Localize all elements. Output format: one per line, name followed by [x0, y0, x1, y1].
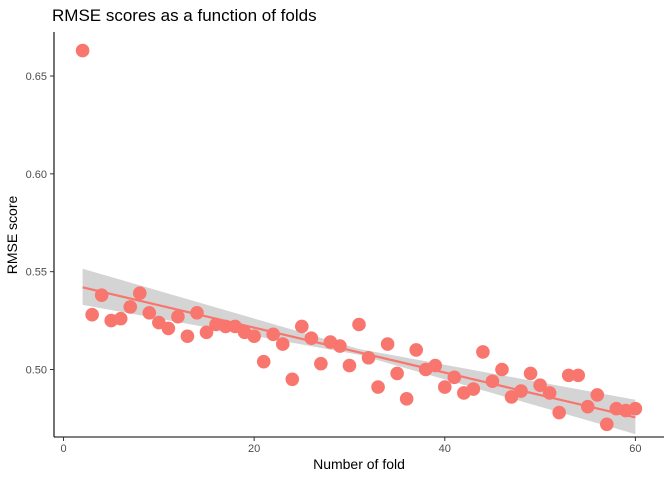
data-point: [628, 401, 643, 416]
data-point: [304, 331, 319, 345]
data-point: [561, 368, 576, 383]
data-point: [142, 305, 157, 320]
data-point: [523, 366, 538, 381]
data-point: [218, 319, 233, 334]
chart-title: RMSE scores as a function of folds: [52, 6, 317, 25]
data-point: [275, 337, 290, 351]
x-tick-label: 0: [60, 443, 66, 455]
x-tick-label: 40: [439, 443, 451, 455]
data-point: [247, 329, 261, 344]
data-point: [190, 305, 204, 320]
data-point: [314, 356, 328, 371]
data-point: [295, 319, 309, 334]
y-axis-title: RMSE score: [4, 196, 20, 275]
data-point: [428, 358, 443, 373]
x-axis-title: Number of fold: [313, 456, 405, 472]
data-point: [571, 368, 586, 383]
x-tick-label: 20: [248, 443, 260, 455]
data-point: [85, 307, 99, 322]
data-point: [437, 380, 452, 394]
data-point: [285, 372, 300, 387]
y-tick-label: 0.55: [26, 267, 47, 279]
data-point: [533, 378, 547, 392]
data-point: [180, 329, 195, 344]
data-point: [495, 362, 509, 377]
data-point: [371, 380, 385, 394]
data-point: [580, 399, 595, 414]
plot-area: 0 20 40 60 0.50 0.55 0.60 0.65: [26, 32, 664, 455]
y-tick-label: 0.60: [26, 169, 47, 181]
data-point: [399, 392, 414, 406]
data-point: [342, 358, 357, 373]
data-point: [409, 343, 423, 357]
data-point: [256, 354, 271, 369]
data-point: [75, 43, 90, 58]
data-point: [466, 382, 481, 396]
data-point: [552, 405, 566, 420]
data-point: [266, 327, 281, 342]
data-point: [113, 311, 128, 326]
data-point: [390, 366, 404, 381]
data-point: [476, 345, 490, 359]
regression-line: [82, 286, 636, 419]
data-point: [600, 417, 614, 432]
data-point: [94, 288, 109, 302]
data-point: [161, 321, 176, 336]
x-tick-label: 60: [629, 443, 641, 455]
data-point: [199, 325, 214, 340]
data-point: [447, 370, 462, 385]
data-point: [514, 384, 528, 398]
data-point: [132, 286, 147, 300]
data-point: [380, 337, 395, 351]
data-point: [542, 386, 557, 400]
data-point: [352, 317, 366, 332]
data-point: [485, 374, 500, 389]
data-point: [171, 309, 185, 324]
data-point: [333, 339, 347, 353]
y-tick-label: 0.65: [26, 71, 47, 83]
y-tick-label: 0.50: [26, 365, 47, 377]
data-point: [123, 300, 138, 314]
data-point: [590, 388, 605, 402]
data-point: [361, 350, 376, 365]
